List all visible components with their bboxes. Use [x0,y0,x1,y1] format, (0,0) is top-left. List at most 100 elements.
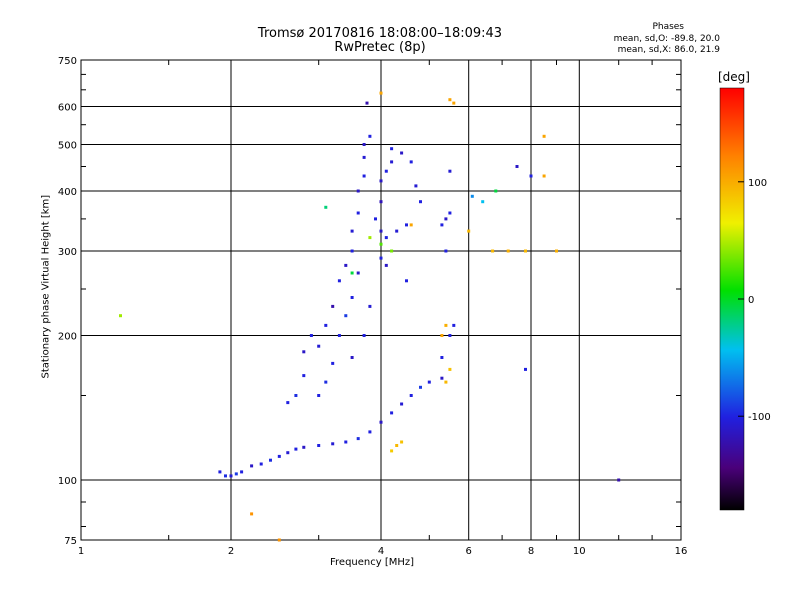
data-point [350,229,354,233]
colorbar-label: [deg] [718,70,750,84]
data-point [269,458,272,462]
data-point [440,334,444,337]
chart-subtitle: RwPretec (8p) [334,40,426,55]
data-point [368,134,372,138]
data-point [529,174,533,178]
data-point [444,249,448,253]
data-point [324,205,328,209]
y-tick-label: 100 [58,476,77,487]
data-point [317,444,321,447]
data-point [362,143,366,146]
data-point [515,165,519,168]
data-point [467,229,471,233]
data-point [224,474,227,478]
data-point [384,169,388,173]
data-point [317,344,321,348]
grid-lines [81,60,681,540]
colorbar-tick-label: 0 [748,295,754,306]
data-point [384,236,388,240]
data-point [405,279,408,283]
phase-x-stats: mean, sd,X: 86.0, 21.9 [617,45,720,55]
data-point [350,249,354,253]
data-point [491,249,495,253]
data-point [356,437,360,441]
colorbar-tick-label: 100 [748,178,767,189]
chart-title: Tromsø 20170816 18:08:00–18:09:43 [257,26,503,41]
y-tick-label: 75 [64,536,77,547]
y-tick-label: 200 [58,332,77,343]
data-point [379,91,383,95]
data-point [356,211,360,215]
data-point [240,470,244,474]
data-point [481,200,485,204]
data-point [448,211,452,215]
data-point [379,256,383,260]
data-point [414,184,418,188]
data-point [331,304,335,308]
x-axis-label: Frequency [MHz] [330,557,415,568]
data-point [390,249,394,253]
data-point [617,478,621,482]
colorbar-ticks: 100 0 -100 [738,178,771,423]
data-point [427,380,431,384]
data-point [368,236,372,240]
data-point [259,462,263,466]
data-point [344,314,348,318]
data-point [379,200,383,204]
data-point [444,323,448,327]
data-point [234,472,238,476]
data-point [405,223,408,227]
data-point [506,249,510,253]
data-point [448,334,452,337]
data-point [390,411,394,415]
data-point [309,334,313,337]
data-point [250,512,254,516]
x-tick-label: 2 [228,546,234,557]
data-point [286,401,290,405]
data-point [350,356,354,359]
data-point [524,367,527,371]
data-point [344,440,348,444]
data-point [379,420,383,424]
data-point [440,356,444,359]
phase-heading: Phases [652,22,684,32]
data-point [337,279,341,283]
data-point [384,263,388,267]
data-point [362,155,366,159]
data-point [302,445,306,449]
data-point [409,394,413,397]
data-point [362,174,366,178]
x-tick-label: 10 [573,546,586,557]
data-point [470,194,474,198]
data-point [390,147,394,151]
data-point [365,101,369,105]
data-point [400,402,404,406]
data-point [555,249,558,253]
data-points [119,91,621,542]
data-point [119,314,122,318]
data-point [379,179,383,183]
data-point [409,160,413,164]
y-tick-label: 300 [58,247,77,258]
data-point [494,189,498,193]
y-tick-label: 500 [58,141,77,152]
data-point [390,449,394,453]
data-point [356,271,360,275]
data-point [542,134,546,138]
data-point [277,454,281,458]
data-point [229,474,233,478]
data-point [448,169,452,173]
data-point [286,451,290,455]
data-point [324,380,328,384]
data-point [444,217,448,221]
data-point [400,151,404,155]
data-point [452,101,456,105]
data-point [302,350,306,354]
data-point [350,271,354,275]
y-tick-label: 750 [58,56,77,67]
data-point [379,242,383,246]
data-point [294,447,298,451]
x-tick-label: 4 [378,546,384,557]
x-tick-label: 1 [78,546,84,557]
